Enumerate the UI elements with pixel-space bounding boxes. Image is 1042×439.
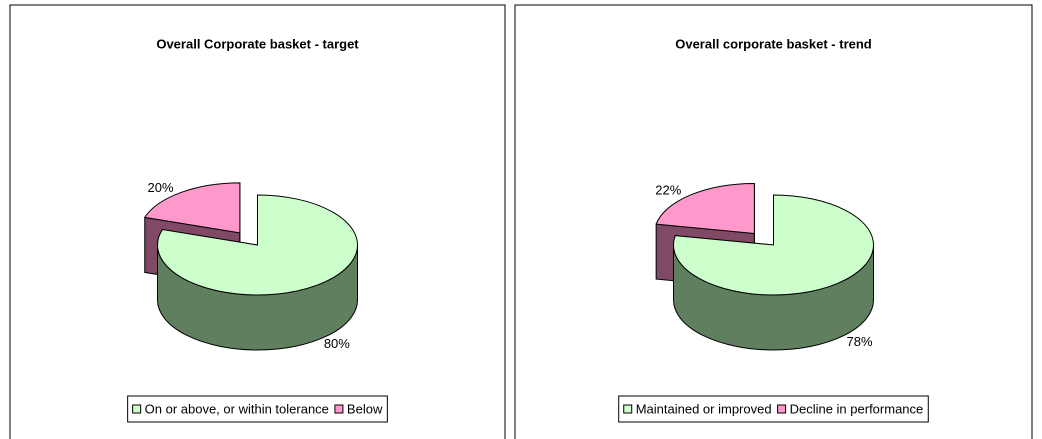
legend-swatch [623, 404, 633, 414]
legend-swatch [777, 404, 787, 414]
chart-title: Overall Corporate basket - target [156, 36, 359, 51]
slice-top [157, 194, 358, 296]
slice-top [673, 194, 874, 296]
chart-title: Overall corporate basket - trend [675, 36, 872, 51]
legend-swatch [334, 404, 344, 414]
data-label: 20% [147, 180, 173, 195]
slice-top [655, 182, 755, 234]
legend-label: Below [347, 401, 383, 416]
data-label: 22% [655, 183, 681, 198]
slice-top [143, 182, 241, 234]
legend-label: On or above, or within tolerance [145, 401, 329, 416]
legend [618, 395, 929, 423]
legend-label: Decline in performance [790, 401, 924, 416]
data-label: 78% [847, 334, 873, 349]
legend [127, 395, 388, 423]
data-label: 80% [324, 336, 350, 351]
legend-label: Maintained or improved [636, 401, 772, 416]
legend-swatch [132, 404, 142, 414]
